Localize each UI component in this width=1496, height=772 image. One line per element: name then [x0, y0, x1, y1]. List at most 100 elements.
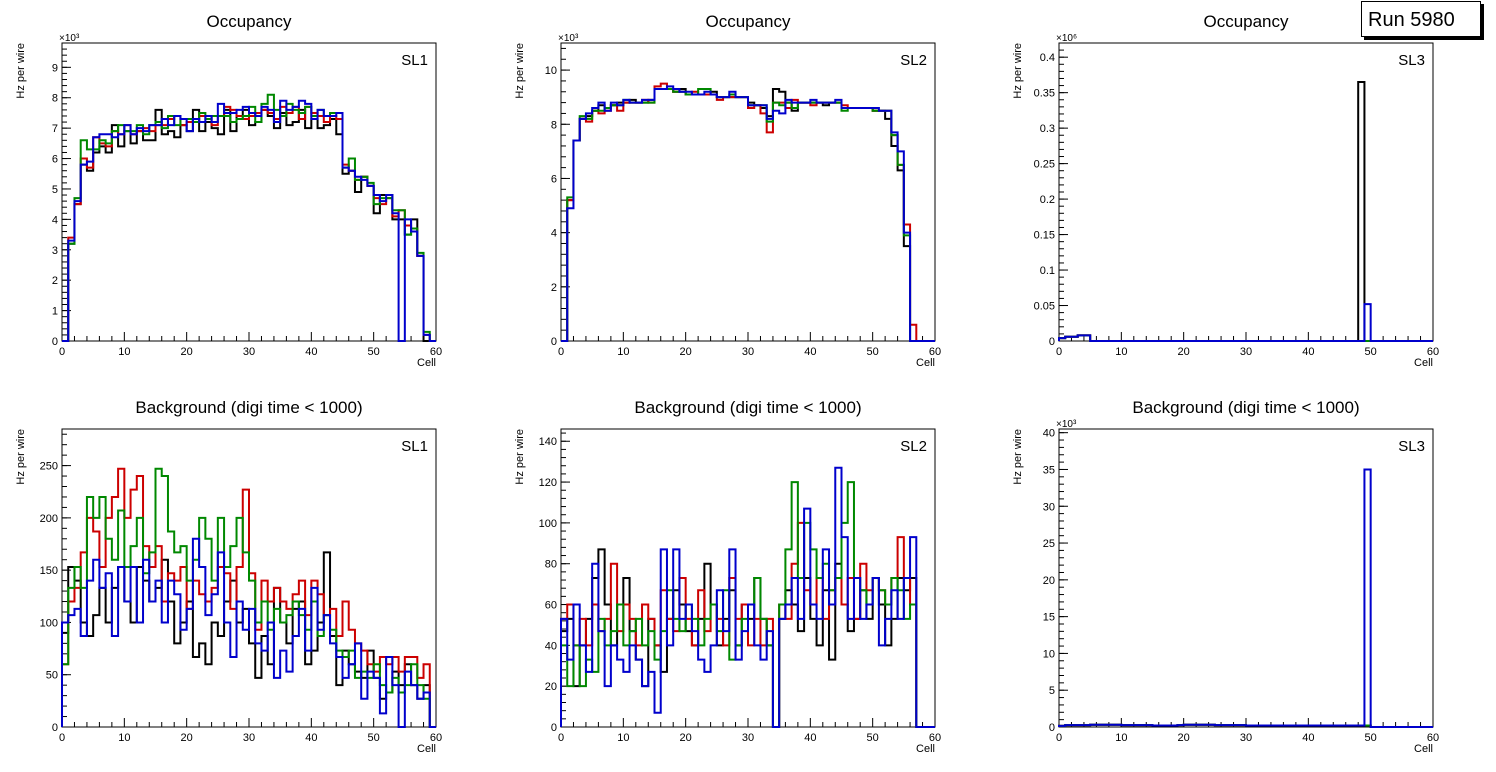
x-tick-label: 30	[742, 346, 754, 358]
y-tick-label: 40	[545, 640, 557, 652]
series-red	[560, 521, 935, 728]
y-axis-label: Hz per wire	[514, 43, 526, 99]
series-red	[561, 82, 935, 342]
y-tick-label: 100	[539, 518, 557, 530]
y-axis-label: Hz per wire	[1012, 429, 1024, 485]
panel-title: Background (digi time < 1000)	[1132, 398, 1359, 417]
x-tick-label: 60	[929, 346, 941, 358]
y-tick-label: 20	[1043, 575, 1055, 587]
y-tick-label: 0.4	[1040, 52, 1055, 64]
superlayer-label: SL2	[900, 52, 927, 69]
y-axis-exponent: ×10⁶	[1056, 33, 1077, 44]
x-tick-label: 60	[929, 732, 941, 744]
panel-title: Background (digi time < 1000)	[135, 398, 362, 417]
superlayer-label: SL1	[401, 52, 428, 69]
x-tick-label: 50	[867, 732, 879, 744]
x-tick-label: 40	[1302, 732, 1314, 744]
panel-6: Background (digi time < 1000) SL3 Cell Hz p…	[1012, 398, 1439, 755]
y-axis-label: Hz per wire	[514, 429, 526, 485]
y-tick-label: 0	[1049, 336, 1055, 348]
y-tick-label: 40	[1043, 428, 1055, 440]
x-axis-label: Cell	[417, 357, 436, 369]
y-tick-label: 30	[1043, 501, 1055, 513]
y-tick-label: 4	[551, 228, 557, 240]
y-tick-label: 10	[1043, 648, 1055, 660]
superlayer-label: SL3	[1398, 438, 1425, 455]
x-tick-label: 20	[1178, 732, 1190, 744]
x-tick-label: 10	[1115, 732, 1127, 744]
plot-frame	[61, 42, 437, 342]
x-tick-label: 0	[1056, 732, 1062, 744]
series-blue	[1058, 303, 1433, 342]
panel-5: Background (digi time < 1000) SL2 Cell Hz p…	[514, 398, 941, 755]
plot-frame	[1058, 428, 1434, 728]
y-tick-label: 0.35	[1034, 88, 1055, 100]
x-tick-label: 20	[1178, 346, 1190, 358]
x-axis-label: Cell	[1414, 357, 1433, 369]
panel-4: Background (digi time < 1000) SL1 Cell Hz p…	[15, 398, 442, 755]
y-tick-label: 0.1	[1040, 265, 1055, 277]
series-blue	[560, 466, 935, 728]
y-tick-label: 2	[551, 282, 557, 294]
x-tick-label: 10	[118, 732, 130, 744]
y-tick-label: 9	[52, 62, 58, 74]
x-tick-label: 30	[243, 732, 255, 744]
y-tick-label: 0	[551, 722, 557, 734]
y-tick-label: 6	[551, 173, 557, 185]
panel-title: Background (digi time < 1000)	[634, 398, 861, 417]
x-tick-label: 0	[558, 732, 564, 744]
plot-frame	[1058, 42, 1434, 342]
x-tick-label: 60	[1427, 346, 1439, 358]
x-tick-label: 50	[867, 346, 879, 358]
x-tick-label: 20	[181, 346, 193, 358]
superlayer-label: SL2	[900, 438, 927, 455]
panel-title: Occupancy	[705, 12, 791, 31]
x-axis-label: Cell	[916, 357, 935, 369]
x-tick-label: 50	[368, 346, 380, 358]
y-tick-label: 0.2	[1040, 194, 1055, 206]
x-tick-label: 40	[804, 732, 816, 744]
y-axis-label: Hz per wire	[15, 43, 27, 99]
x-tick-label: 50	[368, 732, 380, 744]
y-tick-label: 0.3	[1040, 123, 1055, 135]
y-tick-label: 150	[40, 565, 58, 577]
y-tick-label: 120	[539, 477, 557, 489]
x-tick-label: 60	[1427, 732, 1439, 744]
x-tick-label: 20	[680, 732, 692, 744]
y-axis-exponent: ×10³	[558, 33, 579, 44]
y-axis-exponent: ×10³	[1056, 419, 1077, 430]
x-tick-label: 0	[1056, 346, 1062, 358]
series-green	[561, 88, 935, 342]
x-tick-label: 10	[1115, 346, 1127, 358]
y-tick-label: 0	[551, 336, 557, 348]
y-tick-label: 3	[52, 245, 58, 257]
series-black	[561, 88, 935, 342]
panel-title: Occupancy	[206, 12, 292, 31]
x-tick-label: 60	[430, 732, 442, 744]
series-blue	[62, 99, 436, 342]
x-axis-label: Cell	[1414, 743, 1433, 755]
y-tick-label: 0	[1049, 722, 1055, 734]
x-tick-label: 10	[617, 346, 629, 358]
x-tick-label: 40	[305, 346, 317, 358]
superlayer-label: SL3	[1398, 52, 1425, 69]
y-tick-label: 20	[545, 681, 557, 693]
y-axis-label: Hz per wire	[1012, 43, 1024, 99]
y-tick-label: 50	[46, 670, 58, 682]
x-tick-label: 40	[804, 346, 816, 358]
x-tick-label: 60	[430, 346, 442, 358]
x-tick-label: 20	[181, 732, 193, 744]
series-blue	[1058, 468, 1433, 728]
y-tick-label: 35	[1043, 464, 1055, 476]
x-tick-label: 30	[1240, 732, 1252, 744]
y-tick-label: 5	[52, 184, 58, 196]
x-tick-label: 30	[243, 346, 255, 358]
series-red	[61, 467, 436, 728]
y-axis-label: Hz per wire	[15, 429, 27, 485]
x-tick-label: 40	[305, 732, 317, 744]
y-tick-label: 10	[545, 65, 557, 77]
panel-title: Occupancy	[1203, 12, 1289, 31]
